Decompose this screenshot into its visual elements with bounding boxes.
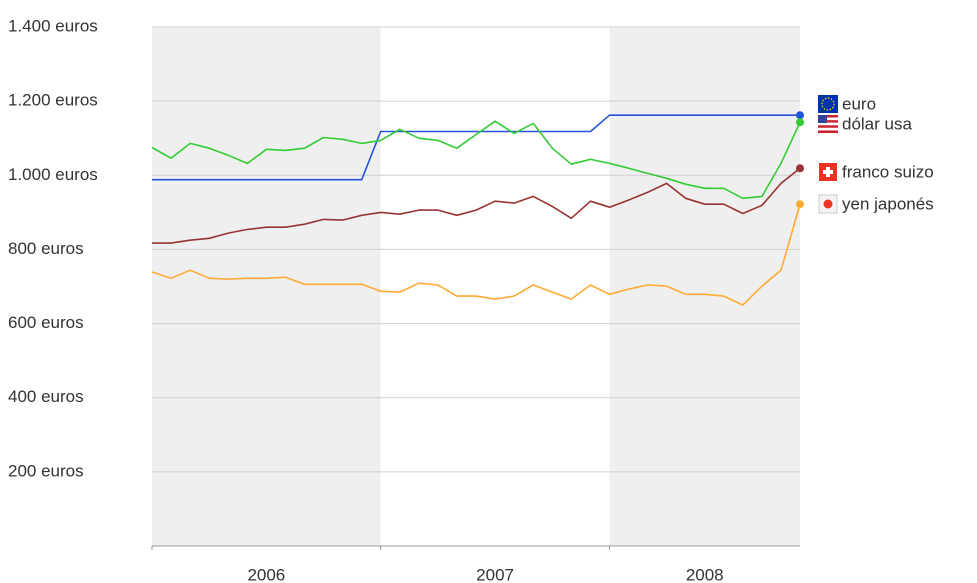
x-tick-label: 2007 — [476, 565, 514, 583]
flag-euro — [818, 95, 838, 113]
y-tick-label: 800 euros — [8, 239, 84, 258]
flag-stripe — [818, 130, 838, 133]
flag-stripe — [818, 117, 838, 121]
end-dot — [796, 164, 804, 173]
legend-label: yen japonés — [842, 194, 934, 213]
x-tick-label: 2006 — [247, 565, 285, 583]
y-tick-label: 1.000 euros — [8, 165, 98, 184]
end-dot — [796, 118, 804, 127]
series-line — [151, 203, 801, 306]
legend-label: franco suizo — [842, 162, 934, 181]
flag-stripe — [818, 125, 838, 128]
y-tick-label: 600 euros — [8, 313, 84, 332]
y-tick-label: 400 euros — [8, 387, 84, 406]
end-dot — [796, 200, 804, 209]
year-bands — [152, 27, 800, 546]
legend-label: euro — [842, 94, 876, 113]
end-dot — [796, 111, 804, 120]
series-line — [151, 120, 801, 200]
y-tick-label: 1.400 euros — [8, 16, 98, 35]
flag-canton — [818, 115, 827, 123]
series-line — [152, 114, 800, 181]
flag-stripe — [818, 120, 838, 123]
flag-stripe — [818, 127, 838, 131]
grid: 2006 2007 2008 200 euros 400 euros 600 euros 8… — [8, 16, 800, 583]
flag-stars — [821, 97, 835, 111]
legend-label: dólar usa — [842, 114, 912, 133]
flag-stripe — [818, 115, 838, 118]
x-tick-label: 2008 — [686, 565, 724, 583]
series-line — [152, 167, 801, 244]
flag-cross-v — [826, 167, 830, 177]
y-tick-label: 200 euros — [8, 461, 84, 480]
flag-stripe — [818, 122, 838, 126]
y-tick-label: 1.200 euros — [8, 91, 98, 110]
flag-sun — [823, 199, 833, 209]
lines — [151, 111, 804, 306]
year-band — [152, 27, 381, 546]
